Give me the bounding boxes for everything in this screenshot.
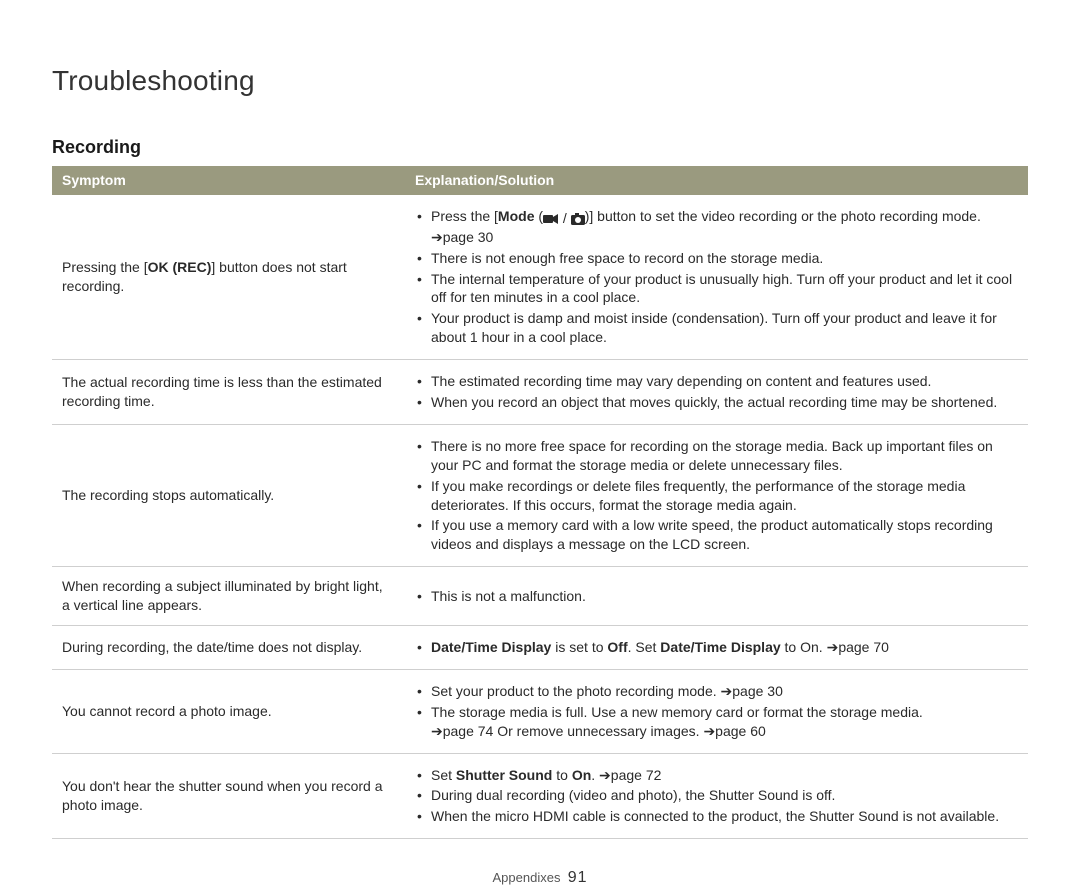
solution-item: There is not enough free space to record…: [415, 249, 1018, 268]
footer-label: Appendixes: [493, 870, 561, 885]
symptom-cell: The actual recording time is less than t…: [52, 360, 405, 425]
troubleshoot-table: Symptom Explanation/Solution Pressing th…: [52, 166, 1028, 839]
col-solution: Explanation/Solution: [405, 166, 1028, 195]
col-symptom: Symptom: [52, 166, 405, 195]
solution-item: The estimated recording time may vary de…: [415, 372, 1018, 391]
page-ref-arrow-icon: ➔: [431, 723, 443, 739]
symptom-cell: During recording, the date/time does not…: [52, 626, 405, 670]
symptom-cell: The recording stops automatically.: [52, 424, 405, 566]
solution-cell: Set your product to the photo recording …: [405, 669, 1028, 753]
page-container: Troubleshooting Recording Symptom Explan…: [0, 0, 1080, 887]
footer-page-number: 91: [568, 869, 588, 886]
table-row: The actual recording time is less than t…: [52, 360, 1028, 425]
solution-cell: Press the [Mode ( / )] button to set the…: [405, 195, 1028, 360]
solution-item: Date/Time Display is set to Off. Set Dat…: [415, 638, 1018, 657]
table-row: You cannot record a photo image. Set you…: [52, 669, 1028, 753]
solution-item: Set your product to the photo recording …: [415, 682, 1018, 701]
solution-item: If you make recordings or delete files f…: [415, 477, 1018, 515]
solution-cell: Set Shutter Sound to On. ➔page 72 During…: [405, 753, 1028, 839]
solution-item: Press the [Mode ( / )] button to set the…: [415, 207, 1018, 247]
solution-cell: There is no more free space for recordin…: [405, 424, 1028, 566]
table-row: You don't hear the shutter sound when yo…: [52, 753, 1028, 839]
section-title: Recording: [52, 137, 1028, 158]
table-row: The recording stops automatically. There…: [52, 424, 1028, 566]
solution-item: The internal temperature of your product…: [415, 270, 1018, 308]
solution-cell: This is not a malfunction.: [405, 567, 1028, 626]
symptom-cell: You don't hear the shutter sound when yo…: [52, 753, 405, 839]
solution-item: If you use a memory card with a low writ…: [415, 516, 1018, 554]
solution-item: There is no more free space for recordin…: [415, 437, 1018, 475]
page-footer: Appendixes 91: [52, 869, 1028, 887]
solution-item: Set Shutter Sound to On. ➔page 72: [415, 766, 1018, 785]
page-ref-arrow-icon: ➔: [827, 639, 839, 655]
mode-icons: /: [543, 209, 585, 228]
solution-item: The storage media is full. Use a new mem…: [415, 703, 1018, 741]
table-row: During recording, the date/time does not…: [52, 626, 1028, 670]
page-ref-arrow-icon: ➔: [721, 683, 733, 699]
symptom-cell: You cannot record a photo image.: [52, 669, 405, 753]
table-row: Pressing the [OK (REC)] button does not …: [52, 195, 1028, 360]
solution-item: When the micro HDMI cable is connected t…: [415, 807, 1018, 826]
page-title: Troubleshooting: [52, 65, 1028, 97]
solution-cell: Date/Time Display is set to Off. Set Dat…: [405, 626, 1028, 670]
solution-item: Your product is damp and moist inside (c…: [415, 309, 1018, 347]
symptom-cell: When recording a subject illuminated by …: [52, 567, 405, 626]
page-ref-arrow-icon: ➔: [431, 229, 443, 245]
solution-cell: The estimated recording time may vary de…: [405, 360, 1028, 425]
solution-item: This is not a malfunction.: [415, 587, 1018, 606]
symptom-cell: Pressing the [OK (REC)] button does not …: [52, 195, 405, 360]
page-ref-arrow-icon: ➔: [599, 767, 611, 783]
table-header-row: Symptom Explanation/Solution: [52, 166, 1028, 195]
solution-item: During dual recording (video and photo),…: [415, 786, 1018, 805]
solution-item: When you record an object that moves qui…: [415, 393, 1018, 412]
table-row: When recording a subject illuminated by …: [52, 567, 1028, 626]
page-ref-arrow-icon: ➔: [703, 723, 715, 739]
